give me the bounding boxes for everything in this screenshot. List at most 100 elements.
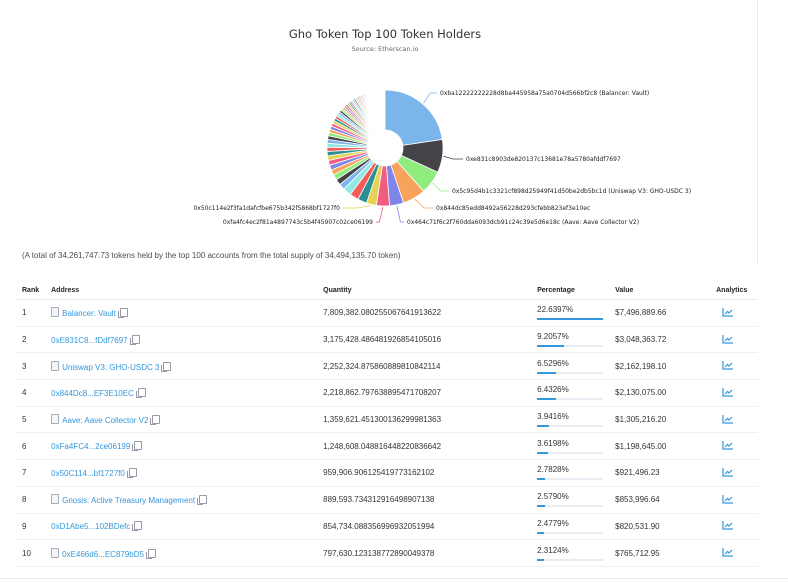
address-cell: 0xD1Abe5...102BDefc [45,513,318,541]
analytics-cell [710,432,758,461]
line-chart-icon[interactable] [722,387,734,397]
address-link[interactable]: 0x50C114...bf1727f0 [51,468,125,478]
value-cell: $1,198,645.00 [609,432,711,461]
document-icon [51,360,60,371]
rank-cell: 6 [16,432,46,461]
panel-border [757,0,758,265]
line-chart-icon[interactable] [722,334,734,344]
pie-slice[interactable] [384,89,443,146]
copy-icon[interactable] [132,521,143,532]
percentage-text: 6.5296% [537,358,569,368]
address-link[interactable]: 0xE831C8...fDdf7697 [51,335,128,345]
copy-icon[interactable] [132,441,143,452]
percentage-text: 22.6397% [537,305,574,315]
chart-title: Gho Token Top 100 Token Holders [288,27,482,41]
value-cell: $921,496.23 [609,459,711,487]
pie-label: 0x844dc85edd8492a56228d293cfebb823ef3e10… [436,205,590,212]
analytics-cell [710,486,758,514]
header-percentage: Percentage [531,281,610,300]
quantity-cell: 889,593.734312916498907138 [317,486,532,514]
address-link[interactable]: 0x844Dc8...EF3E10EC [51,388,134,398]
percentage-cell: 22.6397% [531,299,610,327]
header-value: Value [609,281,711,300]
copy-icon[interactable] [150,415,161,426]
address-link[interactable]: 0xE466d6...EC879bD5 [62,549,144,559]
percentage-cell: 2.7828% [531,459,610,487]
header-analytics: Analytics [710,281,758,300]
header-quantity: Quantity [317,281,532,300]
pie-label: 0x50c114e2f3fa1dafcfbe675b342f5868bf1727… [193,205,340,212]
analytics-cell [710,513,758,541]
percentage-bar [537,398,604,401]
percentage-bar [537,531,604,534]
percentage-text: 2.4779% [537,518,569,528]
value-cell: $820,531.90 [609,513,711,541]
quantity-cell: 2,252,324.875860889810842114 [317,352,532,381]
percentage-cell: 6.4326% [531,379,610,407]
address-cell: 0xE831C8...fDdf7697 [45,326,318,354]
copy-icon[interactable] [135,387,146,398]
rank-cell: 2 [16,326,46,354]
percentage-bar-fill [537,318,604,321]
analytics-cell [710,326,758,354]
percentage-text: 2.7828% [537,465,569,475]
address-link[interactable]: Gnosis: Active Treasury Management [62,496,196,506]
line-chart-icon[interactable] [722,440,734,450]
rank-cell: 9 [16,513,46,541]
line-chart-icon[interactable] [722,360,734,370]
line-chart-icon[interactable] [722,414,734,424]
analytics-cell [710,299,758,327]
holdings-summary: (A total of 34,261,747.73 tokens held by… [22,251,401,260]
pie-label: 0xba12222222228d8ba445958a75a0704d566bf2… [440,90,649,97]
pie-connector [432,182,449,192]
address-cell: 0x844Dc8...EF3E10EC [45,379,318,407]
pie-label: 0x464c71f6c2f760dda6093dcb91c24c39e5d6e1… [407,219,639,226]
address-link[interactable]: 0xFa4FC4...2ce06199 [51,442,131,452]
document-icon [51,414,60,425]
pie-connector [376,206,384,223]
quantity-cell: 7,809,382.080255067641913622 [317,299,532,327]
copy-icon[interactable] [145,548,156,559]
table-row: 6 0xFa4FC4...2ce06199 1,248,608.04881644… [16,432,758,461]
address-link[interactable]: Uniswap V3: GHO-USDC 3 [62,362,160,372]
address-link[interactable]: 0xD1Abe5...102BDefc [51,522,131,532]
percentage-bar-fill [537,478,546,481]
percentage-text: 2.5790% [537,492,569,502]
copy-icon[interactable] [117,308,128,319]
rank-cell: 4 [16,379,46,407]
address-link[interactable]: Balancer: Vault [62,309,116,319]
percentage-bar-fill [537,425,549,428]
address-link[interactable]: Aave: Aave Collector V2 [62,416,149,426]
pie-label: 0xe831c8903de820137c13681e78a5780afddf76… [466,156,621,163]
table-row: 9 0xD1Abe5...102BDefc 854,734.0883569969… [16,513,758,541]
quantity-cell: 3,175,428.486481926854105016 [317,326,532,354]
percentage-text: 3.6198% [537,438,569,448]
document-icon [51,547,60,558]
copy-icon[interactable] [161,361,172,372]
pie-connector [414,198,433,209]
value-cell: $765,712.95 [609,539,711,567]
table-row: 2 0xE831C8...fDdf7697 3,175,428.48648192… [16,326,758,354]
address-cell: Gnosis: Active Treasury Management [45,486,318,514]
line-chart-icon[interactable] [722,307,734,317]
line-chart-icon[interactable] [722,494,734,504]
quantity-cell: 959,906.906125419773162102 [317,459,532,487]
copy-icon[interactable] [129,334,140,345]
percentage-bar [537,425,604,428]
rank-cell: 10 [16,539,46,567]
copy-icon[interactable] [197,495,208,506]
analytics-cell [710,459,758,487]
line-chart-icon[interactable] [722,467,734,477]
percentage-text: 9.2057% [537,332,569,342]
rank-cell: 3 [16,352,46,381]
line-chart-icon[interactable] [722,520,734,530]
table-row: 3 Uniswap V3: GHO-USDC 3 2,252,324.87586… [16,352,758,381]
pie-slice[interactable] [382,89,385,131]
line-chart-icon[interactable] [722,547,734,557]
copy-icon[interactable] [126,467,137,478]
percentage-bar-fill [537,371,557,374]
percentage-bar-fill [537,398,556,401]
header-rank: Rank [16,281,46,300]
table-header: Rank Address Quantity Percentage Value A… [16,281,758,300]
header-address: Address [45,281,318,300]
